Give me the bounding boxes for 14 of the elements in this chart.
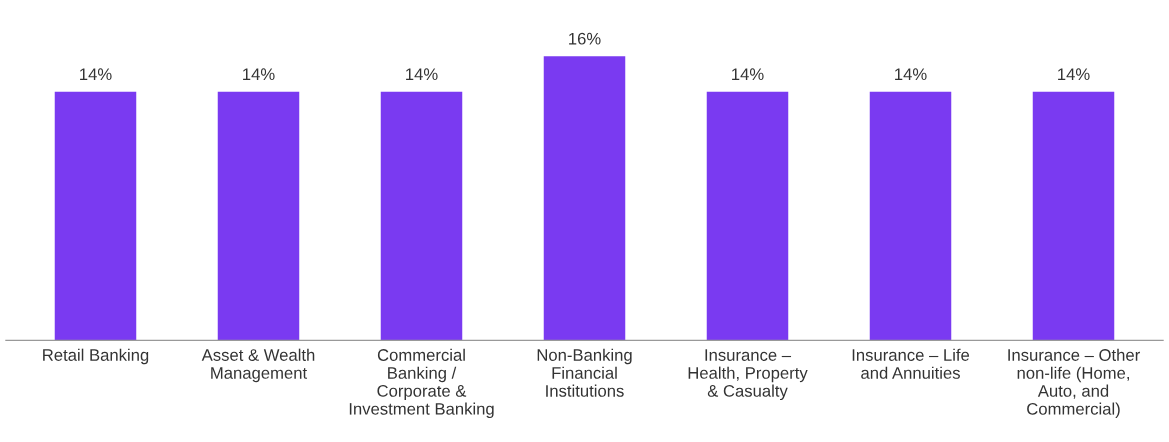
x-tick-label: Asset & Wealth Management xyxy=(201,348,315,383)
data-label: 16% xyxy=(569,32,601,45)
x-tick-label: Insurance – Life and Annuities xyxy=(852,348,970,379)
data-label: 14% xyxy=(243,68,275,81)
data-label: 14% xyxy=(895,68,927,81)
x-tick-label: Retail Banking xyxy=(43,348,149,365)
data-label: 14% xyxy=(80,68,112,81)
data-label: 14% xyxy=(1058,68,1090,81)
x-tick-label: Commercial Banking / Corporate & Investment Banking xyxy=(349,348,494,419)
x-tick-label: Insurance – Other non-life (Home, Auto, and Commercial) xyxy=(1008,348,1140,419)
x-tick-label: Insurance – Health, Property & Casualty xyxy=(688,349,808,401)
x-tick-label: Non-Banking Financial Institutions xyxy=(537,348,632,397)
data-label: 14% xyxy=(406,68,438,81)
data-label: 14% xyxy=(732,68,764,81)
